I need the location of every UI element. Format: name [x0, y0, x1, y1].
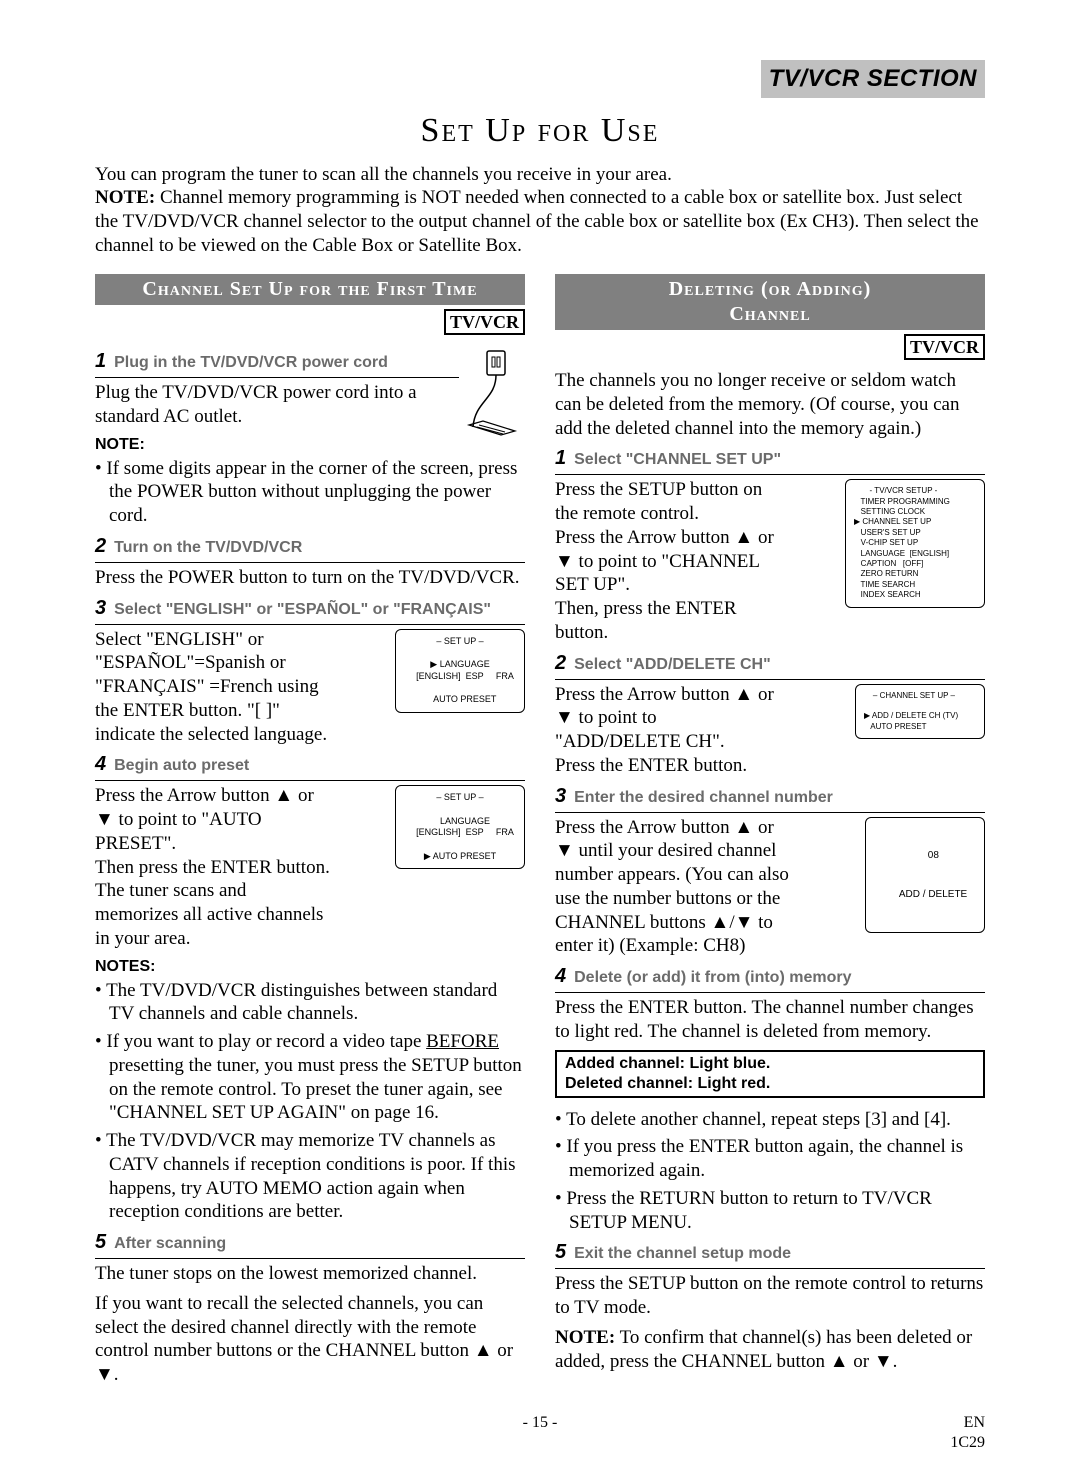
text: The tuner scans and memorizes all active…	[95, 880, 323, 949]
step-body: Press the Arrow button ▲ or ▼ to point t…	[555, 683, 779, 778]
step-body: Press the Arrow button ▲ or ▼ to point t…	[95, 784, 332, 950]
step-body: Press the SETUP button on the remote con…	[555, 1272, 985, 1320]
intro-block: You can program the tuner to scan all th…	[95, 163, 985, 258]
intro-note-text: Channel memory programming is NOT needed…	[95, 187, 979, 256]
bullet: Press the RETURN button to return to TV/…	[555, 1187, 985, 1235]
note-label: NOTE:	[555, 1327, 615, 1348]
step-number: 5	[95, 1230, 106, 1255]
text: Then press the ENTER button.	[95, 857, 330, 878]
step-number: 1	[555, 446, 566, 471]
step-number: 3	[555, 784, 566, 809]
step-label: After scanning	[114, 1234, 226, 1254]
step-number: 4	[555, 964, 566, 989]
right-intro: The channels you no longer receive or se…	[555, 369, 985, 440]
page-footer: - 15 - EN 1C29	[95, 1413, 985, 1453]
step-body: Press the ENTER button. The channel numb…	[555, 996, 985, 1044]
text: Press the Arrow button ▲ or ▼ to point t…	[555, 684, 774, 753]
right-column: Deleting (or Adding) Channel TV/VCR The …	[555, 274, 985, 1393]
step-number: 1	[95, 349, 106, 374]
osd-setup-language: – SET UP – ▶ LANGUAGE [ENGLISH] ESP FRA …	[395, 629, 525, 713]
step-body: Press the Arrow button ▲ or ▼ until your…	[555, 816, 796, 959]
text: Press the ENTER button.	[555, 755, 747, 776]
footer-lang: EN	[964, 1414, 985, 1431]
step-number: 2	[95, 534, 106, 559]
step-body: The tuner stops on the lowest memorized …	[95, 1262, 525, 1286]
power-plug-icon	[465, 349, 525, 437]
text: Press the Arrow button ▲ or ▼ to point t…	[95, 785, 314, 854]
mode-tag-left: TV/VCR	[444, 309, 525, 336]
section-badge: TV/VCR SECTION	[761, 60, 985, 98]
note-bullet: If some digits appear in the corner of t…	[95, 457, 525, 528]
note-bullet: The TV/DVD/VCR may memorize TV channels …	[95, 1129, 525, 1224]
osd-text: 08	[928, 850, 939, 861]
step-number: 5	[555, 1240, 566, 1265]
page-number: - 15 -	[175, 1413, 905, 1453]
step-label: Select "ADD/DELETE CH"	[574, 655, 771, 675]
text: Press the SETUP button on the remote con…	[555, 479, 762, 524]
osd-channel-setup: – CHANNEL SET UP – ▶ ADD / DELETE CH (TV…	[855, 684, 985, 740]
bullet: To delete another channel, repeat steps …	[555, 1108, 985, 1132]
osd-tvvcr-setup: - TV/VCR SETUP - TIMER PROGRAMMING SETTI…	[845, 479, 985, 607]
step-label: Exit the channel setup mode	[574, 1244, 791, 1264]
step-body: If you want to recall the selected chann…	[95, 1292, 525, 1387]
note-text: To confirm that channel(s) has been dele…	[555, 1327, 972, 1372]
osd-channel-number: 08 ADD / DELETE	[865, 817, 985, 933]
notes-head: NOTES:	[95, 957, 525, 977]
text: Then, press the ENTER button.	[555, 598, 737, 643]
step-body: Select "ENGLISH" or "ESPAÑOL"=Spanish or…	[95, 628, 332, 747]
osd-text: – SET UP – LANGUAGE [ENGLISH] ESP FRA ▶ …	[404, 792, 516, 862]
step-label: Begin auto preset	[114, 756, 249, 776]
step-note: NOTE: To confirm that channel(s) has bee…	[555, 1326, 985, 1374]
intro-line1: You can program the tuner to scan all th…	[95, 164, 672, 185]
text-underline: BEFORE	[426, 1031, 499, 1052]
left-column: Channel Set Up for the First Time TV/VCR…	[95, 274, 525, 1393]
note-head: NOTE:	[95, 435, 525, 455]
mode-tag-right: TV/VCR	[904, 334, 985, 361]
step-body: Plug the TV/DVD/VCR power cord into a st…	[95, 381, 525, 429]
footer-spacer	[95, 1413, 175, 1453]
note-bullet: The TV/DVD/VCR distinguishes between sta…	[95, 979, 525, 1027]
step-label: Select "ENGLISH" or "ESPAÑOL" or "FRANÇA…	[114, 600, 491, 620]
step-body: Press the POWER button to turn on the TV…	[95, 566, 525, 590]
right-heading: Deleting (or Adding) Channel	[555, 274, 985, 330]
intro-note-label: NOTE:	[95, 187, 155, 208]
osd-setup-autopreset: – SET UP – LANGUAGE [ENGLISH] ESP FRA ▶ …	[395, 785, 525, 869]
bullet: If you press the ENTER button again, the…	[555, 1135, 985, 1183]
text: presetting the tuner, you must press the…	[109, 1055, 522, 1124]
footer-meta: EN 1C29	[905, 1413, 985, 1453]
osd-text: – SET UP – ▶ LANGUAGE [ENGLISH] ESP FRA …	[404, 636, 516, 706]
text: Press the Arrow button ▲ or ▼ to point t…	[555, 527, 774, 596]
step-label: Delete (or add) it from (into) memory	[574, 968, 851, 988]
step-label: Select "CHANNEL SET UP"	[574, 450, 781, 470]
step-number: 2	[555, 651, 566, 676]
channel-color-box: Added channel: Light blue. Deleted chann…	[555, 1050, 985, 1098]
step-number: 3	[95, 596, 106, 621]
step-label: Plug in the TV/DVD/VCR power cord	[114, 353, 388, 373]
page-title: Set Up for Use	[95, 110, 985, 153]
osd-text: ADD / DELETE	[899, 889, 967, 900]
step-label: Turn on the TV/DVD/VCR	[114, 538, 302, 558]
text: If you want to play or record a video ta…	[106, 1031, 426, 1052]
step-label: Enter the desired channel number	[574, 788, 833, 808]
step-body: Press the SETUP button on the remote con…	[555, 478, 779, 644]
step-number: 4	[95, 752, 106, 777]
left-heading: Channel Set Up for the First Time	[95, 274, 525, 305]
footer-code: 1C29	[950, 1434, 985, 1451]
note-bullet: If you want to play or record a video ta…	[95, 1030, 525, 1125]
